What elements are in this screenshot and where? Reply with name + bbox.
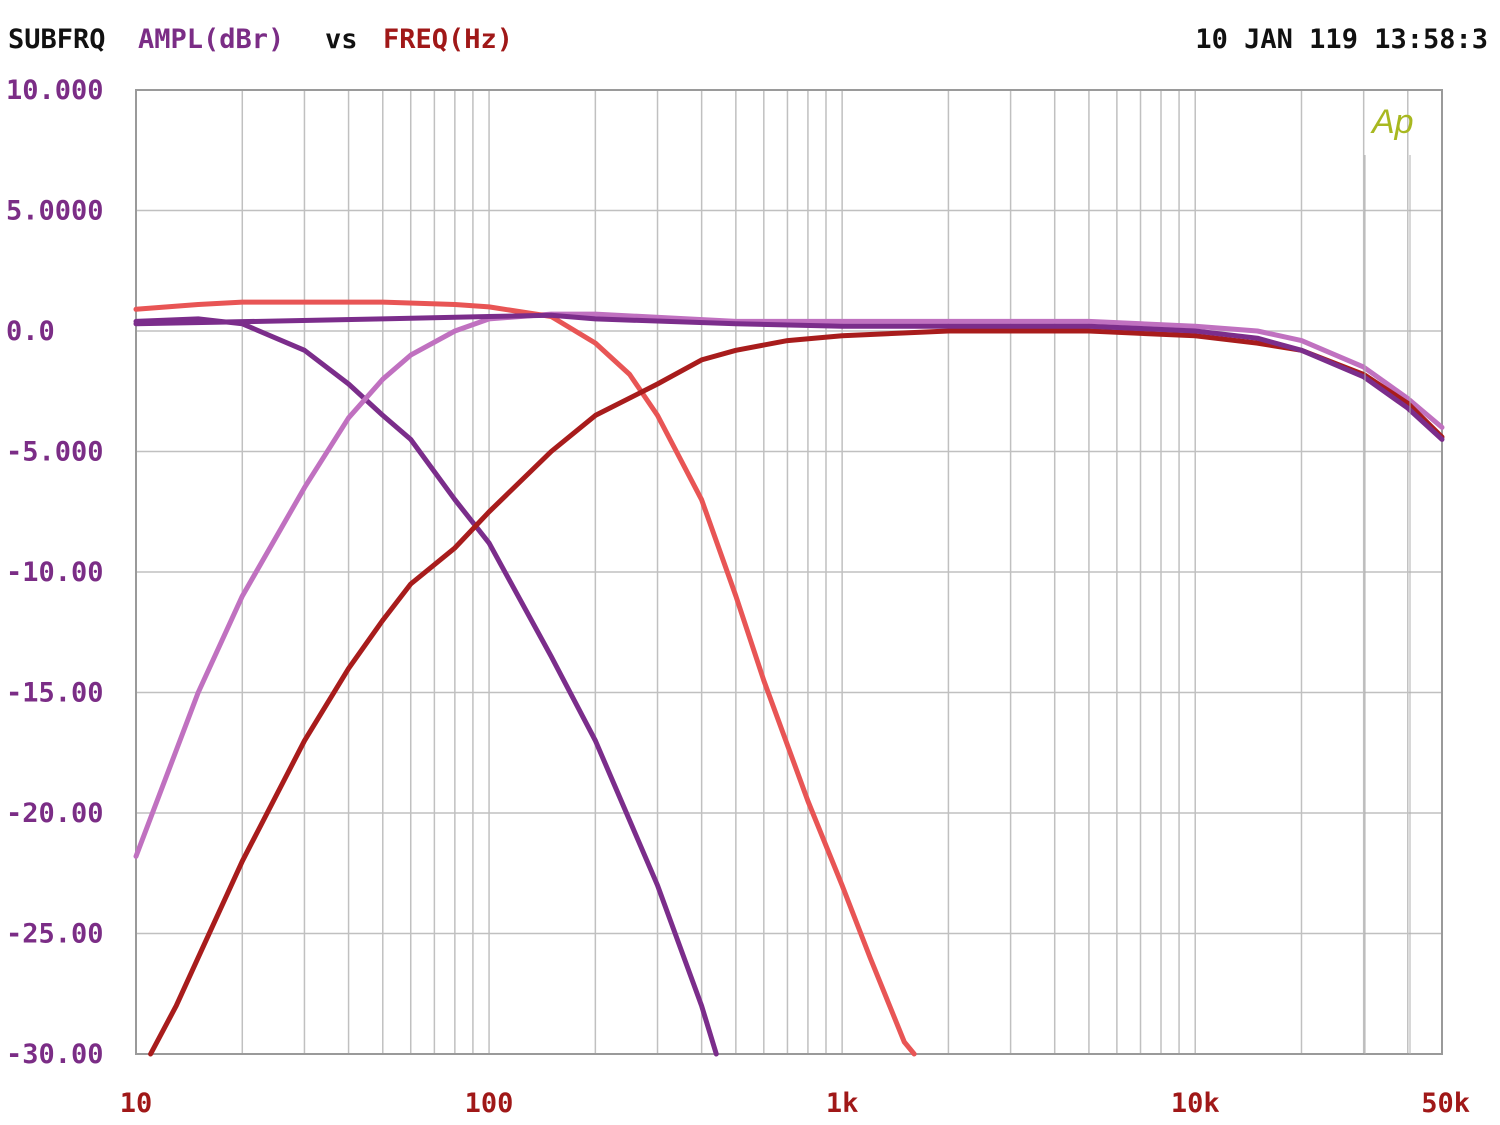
y-tick-label: -20.00 [6,798,104,829]
series-line-1 [133,316,719,1057]
series-line-4 [148,328,1445,1057]
y-tick-label: -15.00 [6,678,104,709]
y-tick-label: 5.0000 [6,196,104,227]
y-tick-label: 10.000 [6,75,104,106]
series-line-3 [133,299,917,1057]
x-tick-label: 100 [465,1088,514,1119]
x-axis-tick-labels: 10 100 1k 10k 50k [120,1088,1470,1119]
header-left-label: SUBFRQ [8,24,106,55]
header-x-quantity: FREQ(Hz) [383,24,513,55]
series-group [133,299,1445,1057]
x-tick-label: 1k [826,1088,859,1119]
y-tick-label: -5.000 [6,437,104,468]
y-tick-label: -10.00 [6,557,104,588]
y-axis-tick-labels: 10.000 5.0000 0.0 -5.000 -10.00 -15.00 -20.00 -… [6,75,104,1070]
plot-frame [135,89,1443,1055]
header-y-quantity: AMPL(dBr) [138,24,284,55]
y-tick-label: 0.0 [6,316,55,347]
x-tick-label: 50k [1421,1088,1470,1119]
series-line-2 [133,311,1445,859]
header-vs: vs [325,24,358,55]
header-timestamp: 10 JAN 119 13:58:3 [1195,24,1488,55]
grid [136,90,1442,1054]
x-tick-label: 10 [120,1088,153,1119]
y-tick-label: -25.00 [6,919,104,950]
series-line-5 [133,312,1445,442]
x-tick-label: 10k [1171,1088,1220,1119]
ap-logo: Ap [1370,103,1414,141]
y-tick-label: -30.00 [6,1039,104,1070]
